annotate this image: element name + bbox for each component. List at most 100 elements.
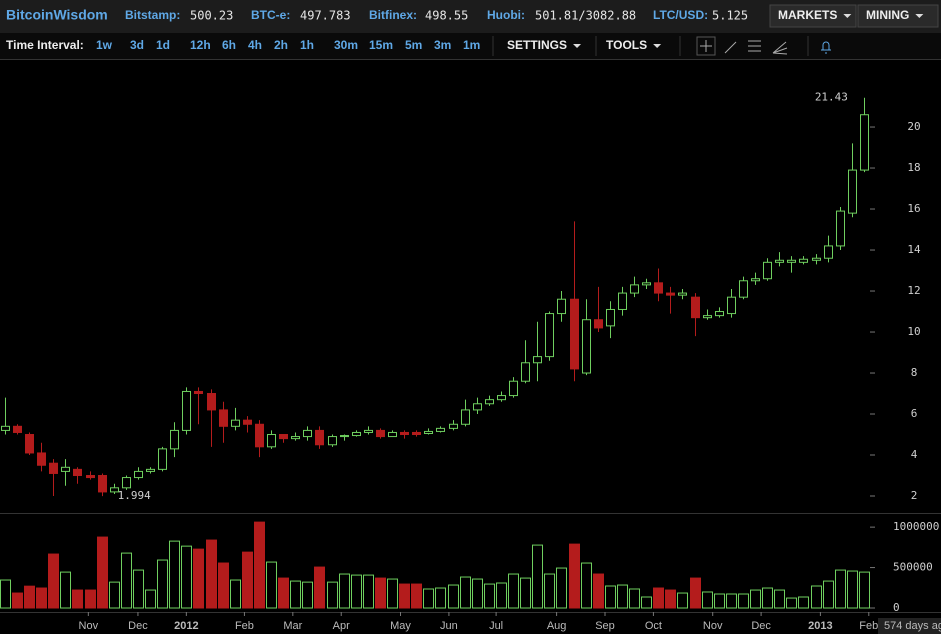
interval[interactable]: 3m (434, 38, 451, 52)
candle-body (110, 487, 119, 493)
menu-caret (843, 14, 852, 18)
candle-body (376, 429, 385, 438)
candle-body (315, 429, 324, 446)
interval[interactable]: 15m (369, 38, 393, 52)
candle-body (436, 427, 445, 432)
candle-body (739, 280, 748, 298)
candle-body (557, 298, 566, 315)
volume-bar (496, 582, 507, 609)
interval[interactable]: 2h (274, 38, 288, 52)
y-tick-label: 18 (907, 161, 920, 174)
volume-bar (0, 579, 11, 609)
ticker-name[interactable]: BTC-e: (251, 8, 290, 22)
candle-body (703, 315, 712, 319)
x-tick-label: 2013 (808, 620, 832, 632)
x-tick-label: Nov (703, 620, 723, 632)
ticker-name[interactable]: LTC/USD: (653, 8, 708, 22)
interval[interactable]: 1m (463, 38, 480, 52)
volume-bar (230, 579, 241, 609)
candle-body (170, 429, 179, 450)
candle-body (340, 435, 349, 438)
ticker-name[interactable]: Bitfinex: (369, 8, 417, 22)
menu-box[interactable] (769, 4, 857, 28)
menu-caret (653, 44, 662, 48)
volume-bar (399, 583, 410, 609)
x-tick-label: Jun (440, 620, 458, 632)
menu-box[interactable] (857, 4, 939, 28)
x-tick-label: Sep (595, 620, 615, 632)
interval[interactable]: 1d (156, 38, 170, 52)
tool-box[interactable] (696, 36, 716, 56)
interval[interactable]: 12h (190, 38, 211, 52)
volume-bar (218, 562, 229, 609)
fan-icon[interactable] (772, 41, 788, 55)
max-label: 21.43 (815, 91, 848, 104)
volume-bar (85, 589, 96, 609)
candle-body (521, 362, 530, 382)
x-tick-label: Oct (645, 620, 662, 632)
interval-label: Time Interval: (6, 38, 84, 52)
volume-bar (786, 597, 797, 609)
volume-bar (363, 574, 374, 609)
ticker-name[interactable]: Huobi: (487, 8, 525, 22)
volume-bar (472, 578, 483, 609)
volume-bar (726, 593, 737, 609)
interval[interactable]: 1w (96, 38, 113, 52)
volume-bar (714, 593, 725, 609)
volume-bar (798, 596, 809, 609)
interval[interactable]: 1h (300, 38, 314, 52)
volume-bar (72, 589, 83, 609)
logo[interactable]: BitcoinWisdom (6, 7, 108, 23)
volume-bar (556, 567, 567, 609)
x-tick-label: Feb (235, 620, 254, 632)
interval[interactable]: 30m (334, 38, 358, 52)
volume-bar (48, 553, 59, 609)
y-tick-label: 14 (907, 243, 921, 256)
candle-body (352, 431, 361, 437)
candle-body (630, 284, 639, 294)
ticker-name[interactable]: Bitstamp: (125, 8, 180, 22)
candle-body (182, 390, 191, 431)
candle-body (158, 448, 167, 470)
interval[interactable]: 6h (222, 38, 236, 52)
toolbar-menu[interactable]: TOOLS (606, 38, 647, 52)
volume-bar (60, 571, 71, 609)
volume-bar (532, 544, 543, 609)
candle-body (194, 390, 203, 395)
volume-bar (653, 587, 664, 609)
volume-bar (181, 545, 192, 609)
line-icon[interactable] (724, 41, 737, 54)
menu[interactable]: MINING (866, 8, 909, 22)
volume-bar (121, 552, 132, 609)
interval[interactable]: 3d (130, 38, 144, 52)
candle-body (122, 477, 131, 489)
volume-bar (266, 561, 277, 609)
volume-bar (520, 577, 531, 609)
volume-bar (36, 587, 47, 609)
interval[interactable]: 4h (248, 38, 262, 52)
candle-body (787, 259, 796, 263)
volume-bar (847, 570, 858, 609)
y-tick-label: 20 (907, 120, 920, 133)
menu[interactable]: MARKETS (778, 8, 837, 22)
candle-body (497, 395, 506, 401)
volume-bar (193, 548, 204, 609)
candle-body (412, 431, 421, 436)
volume-bar (254, 521, 265, 609)
candle-body (61, 466, 70, 472)
interval[interactable]: 5m (405, 38, 422, 52)
volume-bar (835, 569, 846, 609)
candle-body (279, 434, 288, 440)
volume-bar (290, 580, 301, 609)
alert-icon[interactable] (821, 41, 831, 54)
candle-body (836, 210, 845, 247)
candle-body (207, 393, 216, 411)
x-tick-label: 2012 (174, 620, 198, 632)
toolbar-menu[interactable]: SETTINGS (507, 38, 567, 52)
volume-bar (109, 581, 120, 609)
menu-caret (915, 14, 924, 18)
volume-bar (774, 589, 785, 609)
fib-icon[interactable] (748, 40, 761, 52)
crosshair-icon[interactable] (700, 40, 712, 52)
